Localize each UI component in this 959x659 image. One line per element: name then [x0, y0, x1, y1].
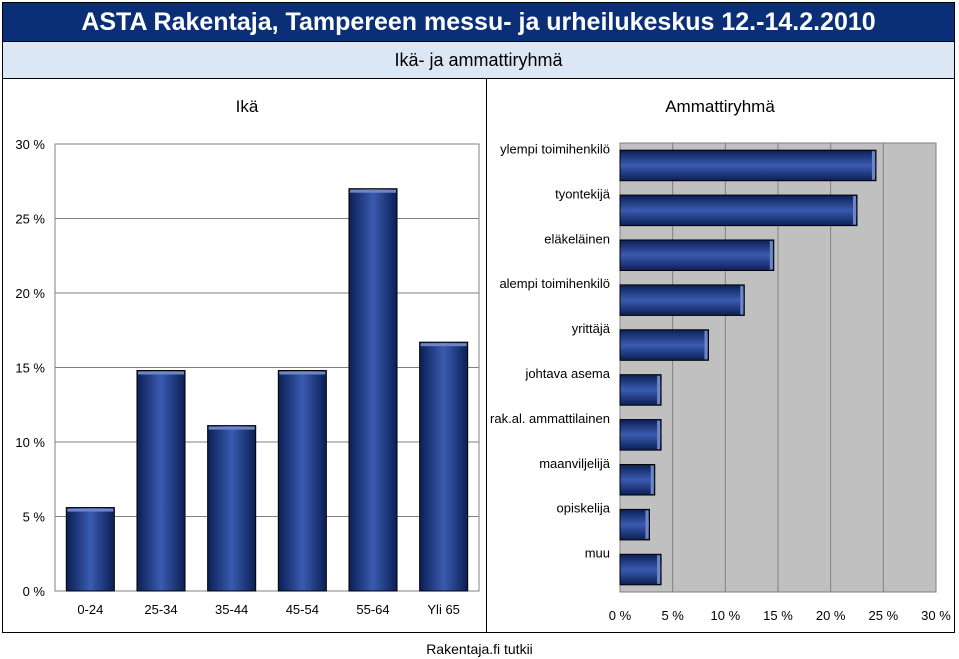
age-y-tick-label: 30 % [15, 137, 45, 152]
age-bar-top [420, 343, 467, 347]
occupation-category-label: maanviljelijä [539, 456, 611, 471]
occupation-category-label: tyontekijä [555, 186, 611, 201]
occupation-x-tick-label: 0 % [609, 608, 632, 623]
age-bar [207, 425, 257, 592]
title-bar: ASTA Rakentaja, Tampereen messu- ja urhe… [2, 2, 955, 42]
occupation-x-tick-label: 20 % [816, 608, 846, 623]
age-bar-top [349, 189, 397, 193]
age-chart-title: Ikä [236, 97, 259, 116]
occupation-bar-end [645, 510, 649, 539]
age-bar [65, 507, 115, 592]
occupation-bar-end [657, 375, 661, 405]
occupation-category-label: muu [585, 546, 610, 561]
occupation-chart-title: Ammattiryhmä [665, 97, 775, 116]
occupation-bar-end [740, 285, 744, 315]
occupation-x-tick-label: 10 % [711, 608, 741, 623]
occupation-x-tick-label: 30 % [921, 608, 951, 623]
occupation-bar [619, 239, 775, 272]
occupation-bar [619, 419, 662, 451]
age-x-tick-label: 35-44 [215, 602, 248, 617]
page-title: ASTA Rakentaja, Tampereen messu- ja urhe… [81, 8, 876, 36]
age-y-tick-label: 15 % [15, 361, 45, 376]
occupation-x-tick-label: 15 % [763, 608, 793, 623]
source-note: Rakentaja.fi tutkii [426, 641, 533, 657]
occupation-bar-end [769, 240, 773, 270]
age-bar [136, 369, 186, 592]
age-x-tick-label: 25-34 [144, 602, 177, 617]
occupation-category-label: alempi toimihenkilö [499, 276, 610, 291]
occupation-chart-panel: Ammattiryhmä 0 % 5 % 10 % 15 % 20 % 25 % 30 % yl… [486, 78, 955, 633]
age-x-tick-label: Yli 65 [427, 602, 460, 617]
occupation-category-label: yrittäjä [572, 321, 611, 336]
age-chart: Ikä 0 % 5 % 10 % 15 % 20 % 25 % 30 % 0-24 25-34 35… [15, 97, 480, 617]
age-x-tick-label: 55-64 [356, 602, 389, 617]
occupation-bar-end [704, 330, 708, 360]
age-bar [419, 341, 469, 592]
occupation-category-label: rak.al. ammattilainen [490, 411, 610, 426]
occupation-bar [619, 329, 709, 361]
age-bar-top [137, 371, 185, 375]
age-bar-top [67, 508, 114, 512]
occupation-category-label: johtava asema [524, 366, 610, 381]
occupation-bar-end [650, 465, 654, 495]
page-subtitle: Ikä- ja ammattiryhmä [394, 50, 563, 70]
age-y-tick-label: 5 % [23, 510, 46, 525]
age-y-tick-label: 10 % [15, 435, 45, 450]
occupation-category-label: ylempi toimihenkilö [500, 141, 610, 156]
occupation-x-tick-label: 25 % [869, 608, 899, 623]
age-bar [348, 188, 398, 592]
age-chart-panel: Ikä 0 % 5 % 10 % 15 % 20 % 25 % 30 % 0-24 25-34 35… [2, 78, 487, 633]
occupation-bar-end [657, 420, 661, 450]
age-bar-top [279, 371, 326, 375]
age-x-tick-label: 0-24 [77, 602, 103, 617]
occupation-bar [619, 508, 650, 541]
occupation-bar [619, 553, 662, 586]
occupation-category-label: eläkeläinen [544, 231, 610, 246]
occupation-bar [619, 194, 858, 227]
occupation-bar [619, 463, 656, 496]
occupation-bar-end [871, 151, 875, 180]
occupation-bar [619, 284, 745, 316]
occupation-bar [619, 374, 662, 406]
age-bar [277, 369, 327, 592]
age-bar-top [208, 426, 255, 430]
occupation-chart: Ammattiryhmä 0 % 5 % 10 % 15 % 20 % 25 % 30 % yl… [490, 97, 951, 623]
occupation-bar-end [657, 555, 661, 584]
occupation-category-label: opiskelija [557, 501, 611, 516]
occupation-x-tick-label: 5 % [661, 608, 684, 623]
occupation-bar [619, 149, 877, 182]
age-x-tick-label: 45-54 [286, 602, 319, 617]
age-y-tick-label: 0 % [23, 584, 46, 599]
subtitle-bar: Ikä- ja ammattiryhmä [2, 41, 955, 79]
age-y-tick-label: 20 % [15, 286, 45, 301]
age-y-tick-label: 25 % [15, 212, 45, 227]
occupation-bar-end [853, 196, 856, 225]
